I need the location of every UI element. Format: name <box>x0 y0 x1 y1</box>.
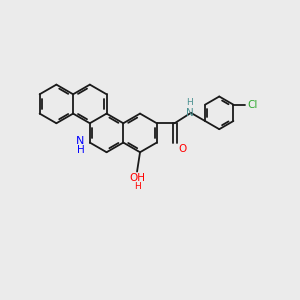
Text: H: H <box>77 145 85 155</box>
Text: N: N <box>76 136 85 146</box>
Text: H: H <box>186 98 193 107</box>
Text: Cl: Cl <box>248 100 258 110</box>
Text: N: N <box>186 108 193 118</box>
Text: H: H <box>134 182 140 191</box>
Text: OH: OH <box>129 173 145 183</box>
Text: O: O <box>178 144 186 154</box>
